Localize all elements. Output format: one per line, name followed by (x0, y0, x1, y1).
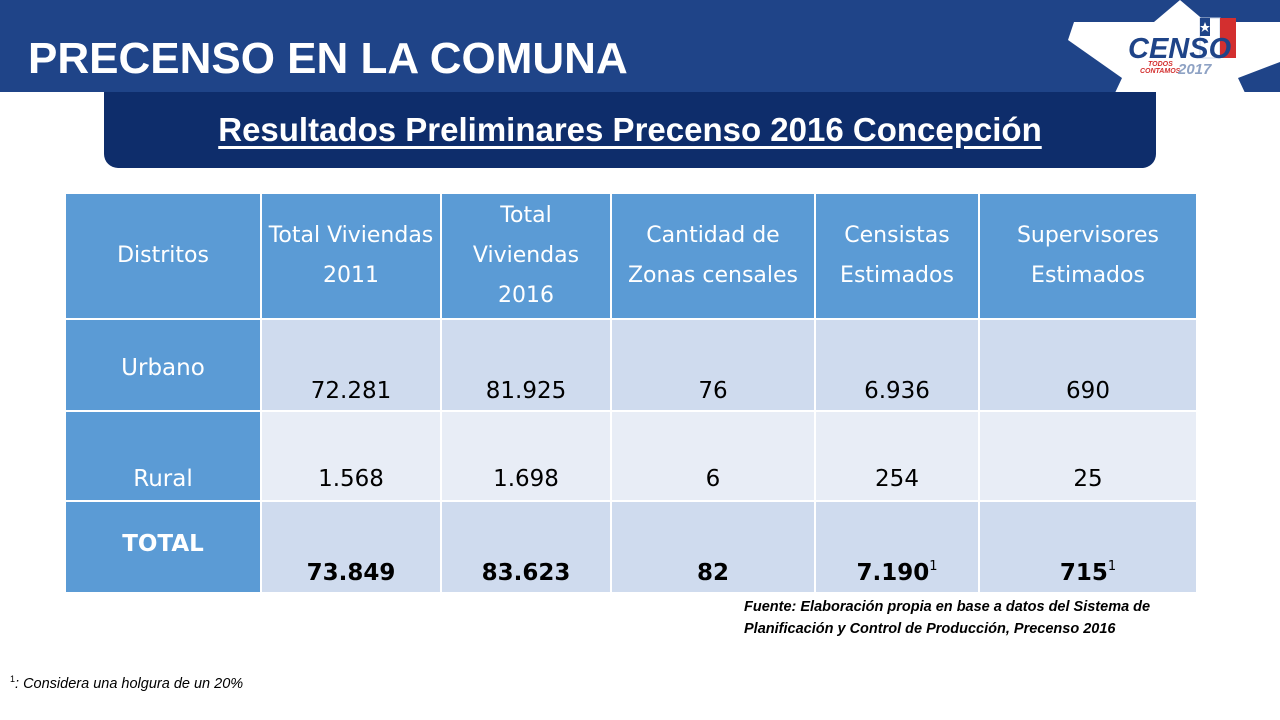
column-header-viviendas-2011: Total Viviendas 2011 (260, 192, 442, 320)
cell-value: 82 (696, 560, 729, 586)
censo-2017-logo: CENSO TODOS CONTAMOS 2017 (1068, 0, 1280, 112)
logo-tagline-1: TODOS (1148, 61, 1173, 68)
row-label-rural: Rural (64, 410, 262, 502)
header-bar (0, 0, 1280, 92)
flag-star-icon (1200, 22, 1210, 32)
subtitle-banner: Resultados Preliminares Precenso 2016 Co… (104, 92, 1156, 168)
table-cell: 73.849 (260, 500, 442, 594)
page-title: PRECENSO EN LA COMUNA (28, 34, 628, 83)
table-cell: 82 (610, 500, 816, 594)
column-header-censistas: Censistas Estimados (814, 192, 980, 320)
footnote-text: : Considera una holgura de un 20% (15, 676, 244, 692)
column-header-supervisores: Supervisores Estimados (978, 192, 1198, 320)
column-header-viviendas-2016: Total Viviendas 2016 (440, 192, 612, 320)
table-cell: 1.568 (260, 410, 442, 502)
table-cell: 7151 (978, 500, 1198, 594)
column-header-distritos: Distritos (64, 192, 262, 320)
cell-value: 83.623 (481, 560, 571, 586)
cell-value: 715 (1059, 560, 1108, 586)
cell-value: 73.849 (306, 560, 396, 586)
table-cell: 81.925 (440, 318, 612, 412)
footnote: 1: Considera una holgura de un 20% (10, 674, 243, 692)
flag-red (1220, 18, 1236, 58)
cell-value: 7.190 (856, 560, 930, 586)
source-note: Fuente: Elaboración propia en base a dat… (744, 599, 1151, 637)
table-cell: 690 (978, 318, 1198, 412)
table-cell: 72.281 (260, 318, 442, 412)
table-cell: 76 (610, 318, 816, 412)
logo-text: CENSO (1128, 33, 1232, 65)
table-cell: 83.623 (440, 500, 612, 594)
row-label-total: TOTAL (64, 500, 262, 594)
table-cell: 6.936 (814, 318, 980, 412)
column-header-zonas-censales: Cantidad de Zonas censales (610, 192, 816, 320)
table-row-total: TOTAL 73.849 83.623 82 7.1901 7151 (64, 500, 1198, 594)
logo-graphic: CENSO TODOS CONTAMOS 2017 (1068, 0, 1280, 112)
table-cell: 25 (978, 410, 1198, 502)
footnote-mark: 1 (10, 674, 16, 684)
footnote-mark: 1 (1107, 559, 1117, 574)
table-cell: 1.698 (440, 410, 612, 502)
footnote-mark: 1 (929, 559, 938, 574)
table-cell: 254 (814, 410, 980, 502)
table-row-urbano: Urbano 72.281 81.925 76 6.936 690 (64, 318, 1198, 412)
logo-year: 2017 (1177, 61, 1212, 78)
table-row-rural: Rural 1.568 1.698 6 254 25 (64, 410, 1198, 502)
table-header-row: Distritos Total Viviendas 2011 Total Viv… (64, 192, 1198, 320)
subtitle: Resultados Preliminares Precenso 2016 Co… (218, 111, 1042, 148)
row-label-urbano: Urbano (64, 318, 262, 412)
table-cell: 7.1901 (814, 500, 980, 594)
logo-tagline-2: CONTAMOS (1140, 68, 1181, 75)
results-table: Distritos Total Viviendas 2011 Total Viv… (64, 192, 1198, 594)
table-cell: 6 (610, 410, 816, 502)
